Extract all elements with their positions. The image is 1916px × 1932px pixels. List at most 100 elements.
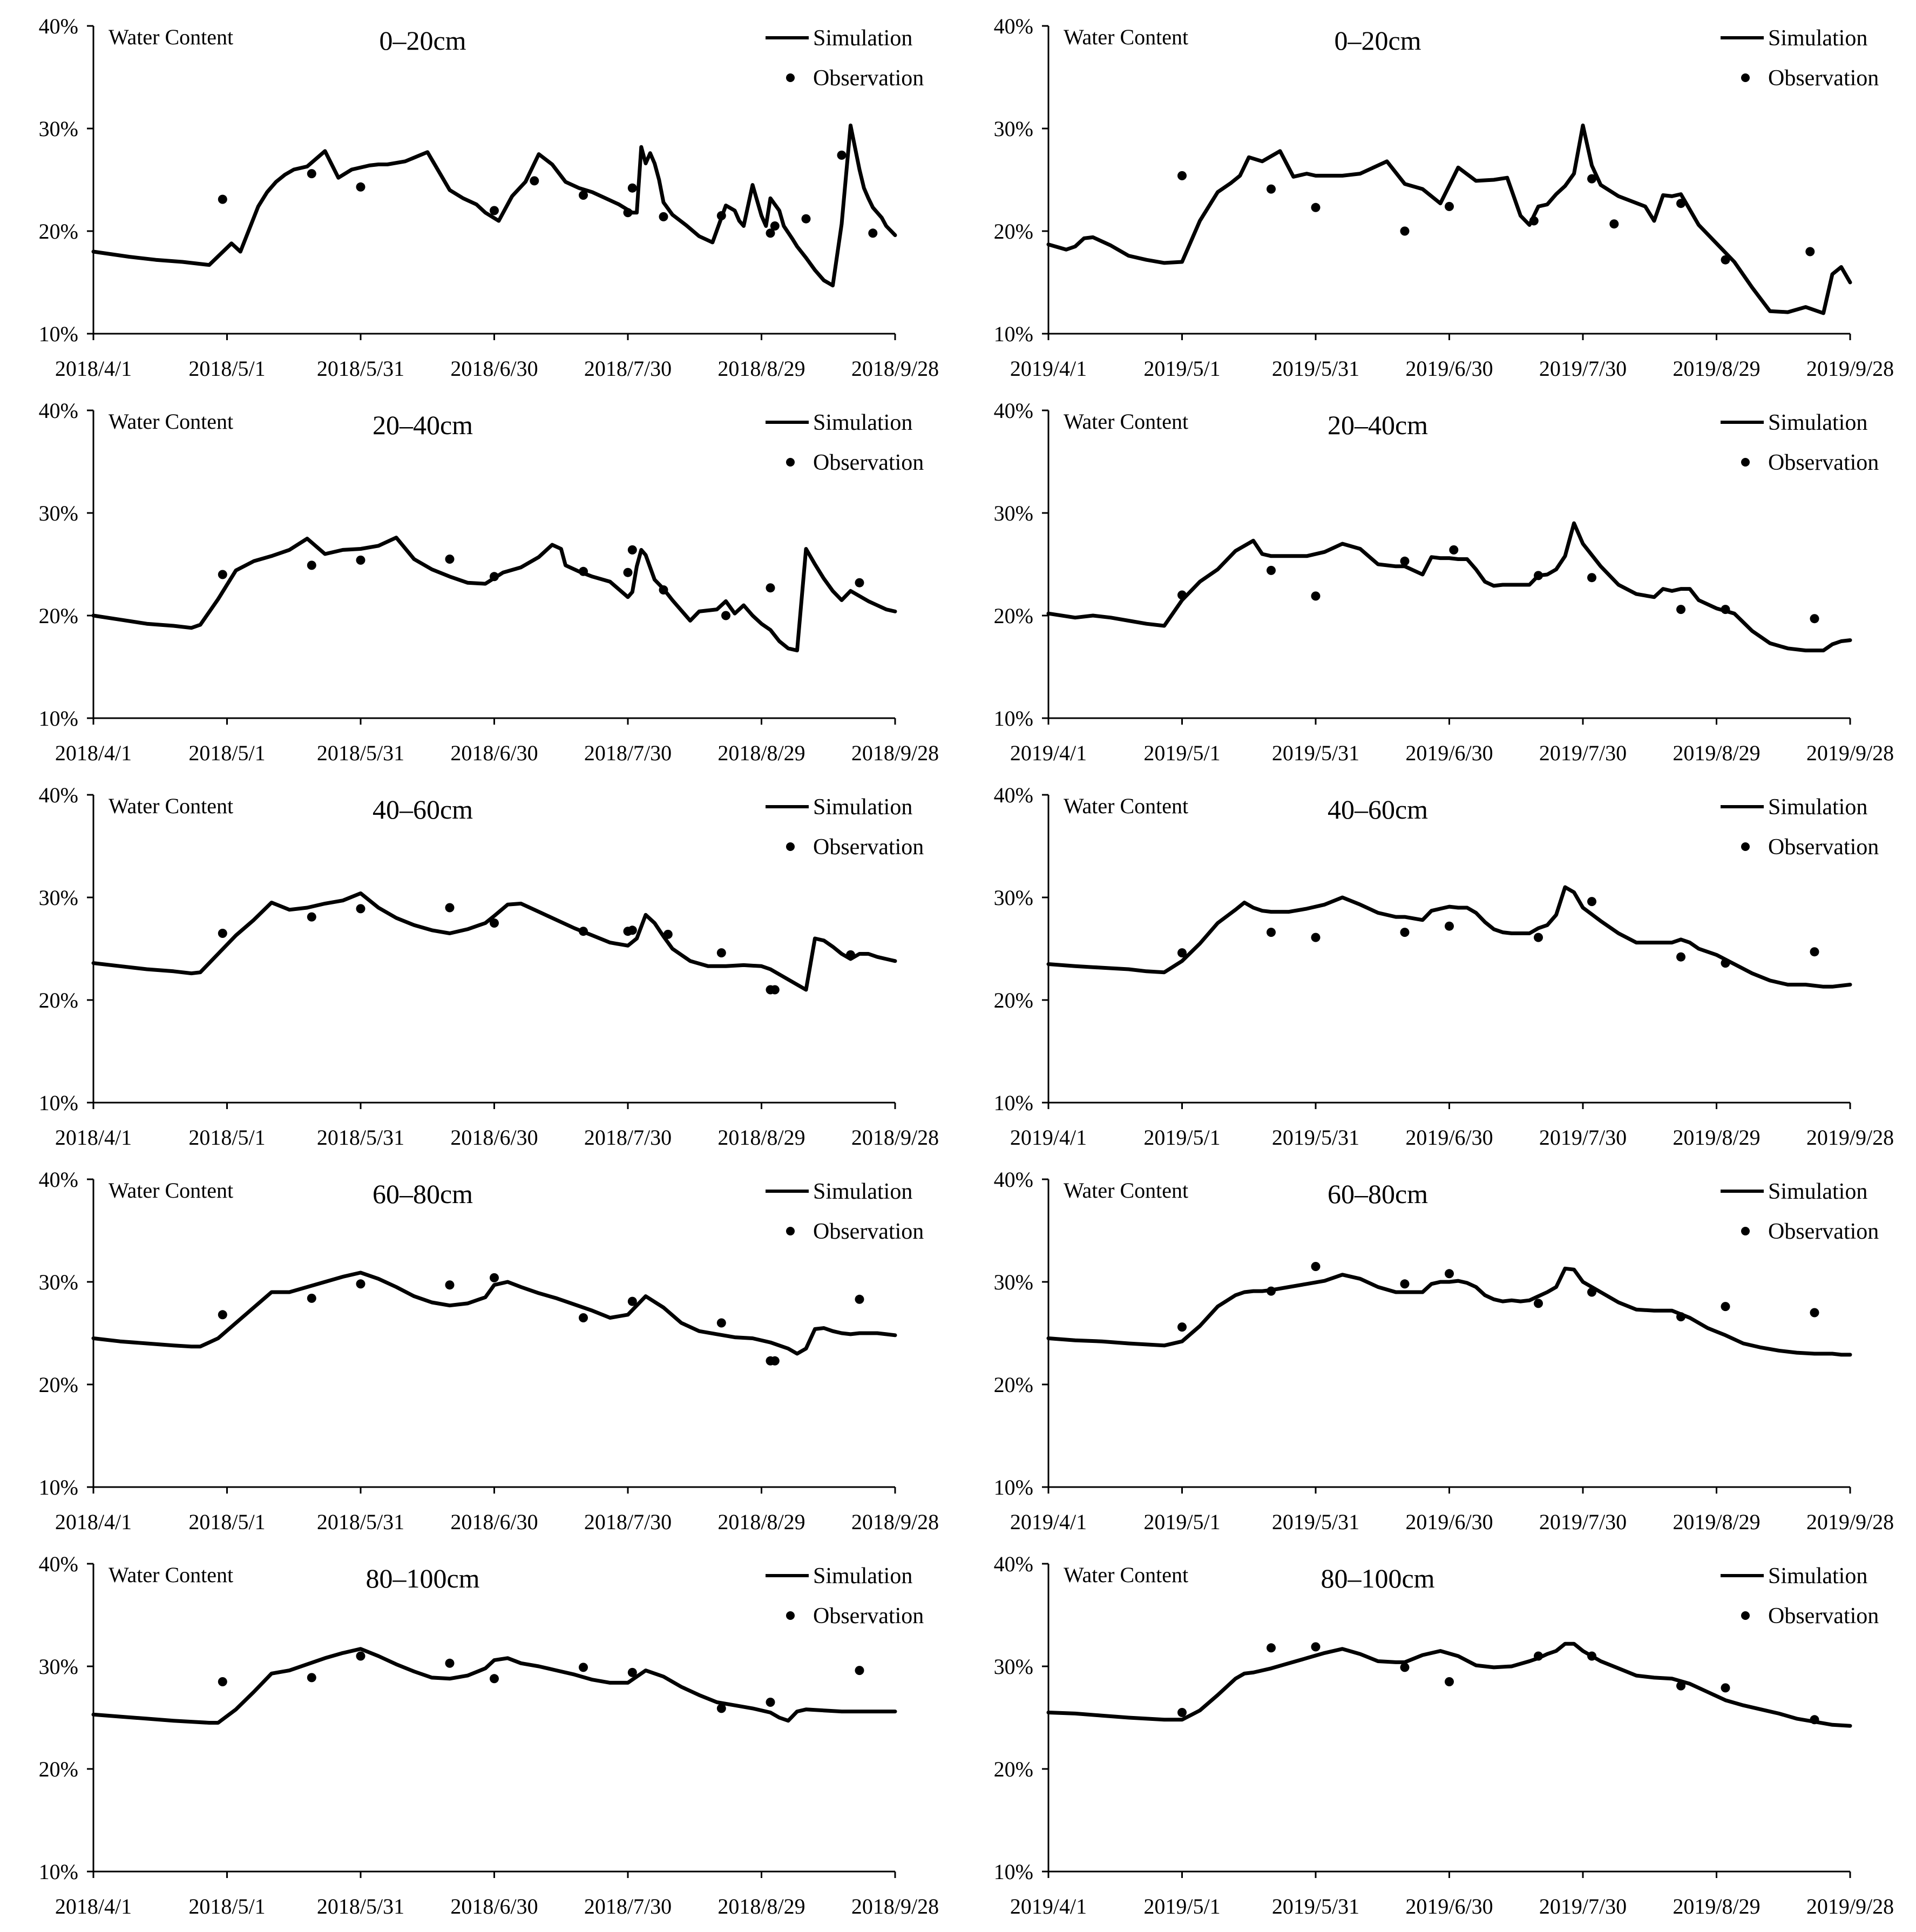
observation-point [1177,590,1187,600]
x-tick-label: 2018/6/30 [450,1125,538,1150]
legend-observation-label: Observation [1768,835,1879,860]
observation-point [1267,1643,1276,1653]
observation-point [445,555,455,564]
y-tick-label: 30% [39,117,78,141]
simulation-series-line [91,123,897,288]
x-tick-label: 2019/4/1 [1010,1125,1087,1150]
legend-observation-marker [1741,458,1750,467]
observation-point [766,228,775,238]
simulation-series-line [1046,521,1852,653]
observation-point [1587,897,1596,907]
observation-point [627,926,637,935]
x-tick-label: 2019/8/29 [1673,1510,1760,1534]
observation-point [1534,1651,1543,1661]
x-tick-label: 2018/9/28 [851,741,939,765]
legend: Simulation Observation [1721,26,1879,91]
x-tick-label: 2018/4/1 [55,1510,132,1534]
observation-point [623,208,633,218]
y-tick-label: 40% [39,398,78,423]
panel-title: 20–40cm [1328,410,1428,440]
x-tick-label: 2018/6/30 [450,1510,538,1534]
observation-point [490,206,499,215]
observation-point [770,1356,780,1366]
observation-point [356,555,365,565]
y-tick-label: 30% [39,501,78,525]
legend-simulation-label: Simulation [1768,1564,1867,1589]
x-tick-label: 2019/6/30 [1405,1894,1493,1919]
y-tick-label: 20% [39,1757,78,1781]
legend-simulation-label: Simulation [813,1564,912,1589]
chart-panel-80-100cm-2018: 10% 20% 30% 40% 2018/4/1 2018/5/1 2018/5/31 201… [39,1552,939,1919]
observation-point [659,585,668,595]
observation-point [307,1673,316,1683]
observation-point [1445,1269,1454,1279]
panel-title: 0–20cm [1334,25,1421,56]
legend-observation-label: Observation [813,835,924,860]
legend: Simulation Observation [1721,410,1879,475]
simulation-series-line [91,1271,897,1356]
legend: Simulation Observation [766,410,924,475]
chart-panel-20-40cm-2018: 10% 20% 30% 40% 2018/4/1 2018/5/1 2018/5/31 201… [39,398,939,765]
y-tick-label: 10% [39,1475,78,1499]
x-tick-label: 2019/6/30 [1405,741,1493,765]
x-tick-label: 2019/5/1 [1143,1510,1220,1534]
y-tick-label: 20% [994,988,1033,1012]
legend: Simulation Observation [1721,795,1879,860]
observation-point [1177,1322,1187,1332]
observation-point [356,1651,365,1661]
observation-point [1445,1677,1454,1686]
simulation-series-line [1046,885,1852,989]
x-tick-label: 2018/8/29 [717,356,805,381]
x-tick-label: 2019/6/30 [1405,1510,1493,1534]
observation-point [218,570,227,579]
observation-point [1400,1279,1410,1289]
x-tick-label: 2018/6/30 [450,1894,538,1919]
observation-point [445,1658,455,1668]
y-tick-label: 30% [994,501,1033,525]
x-tick-label: 2018/4/1 [55,1125,132,1150]
y-tick-label: 40% [994,398,1033,423]
observation-point [490,1273,499,1282]
x-tick-label: 2018/7/30 [584,1125,672,1150]
observation-point [1721,255,1730,265]
x-tick-label: 2018/9/28 [851,1894,939,1919]
chart-panel-40-60cm-2019: 10% 20% 30% 40% 2019/4/1 2019/5/1 2019/5/31 201… [994,783,1894,1150]
observation-point [801,214,811,224]
x-tick-label: 2018/4/1 [55,741,132,765]
x-tick-label: 2019/5/31 [1272,1125,1359,1150]
observation-point [1400,226,1410,236]
observation-point [307,912,316,922]
legend-simulation-label: Simulation [1768,26,1867,51]
observation-point [1311,1262,1321,1271]
y-tick-label: 30% [39,1654,78,1679]
x-tick-label: 2018/5/31 [317,356,404,381]
panel-title: 0–20cm [379,25,466,56]
x-tick-label: 2018/8/29 [717,1510,805,1534]
x-tick-label: 2019/5/31 [1272,741,1359,765]
chart-panel-80-100cm-2019: 10% 20% 30% 40% 2019/4/1 2019/5/1 2019/5/31 201… [994,1552,1894,1919]
observation-point [1267,1286,1276,1296]
y-tick-label: 30% [39,1270,78,1294]
observation-point [1529,216,1539,226]
observation-point [218,194,227,204]
x-tick-label: 2018/5/1 [188,741,265,765]
chart-panel-20-40cm-2019: 10% 20% 30% 40% 2019/4/1 2019/5/1 2019/5/31 201… [994,398,1894,765]
observation-point [1587,573,1596,583]
x-tick-label: 2018/4/1 [55,1894,132,1919]
x-tick-label: 2019/7/30 [1539,1510,1627,1534]
x-tick-label: 2019/6/30 [1405,356,1493,381]
observation-point [627,183,637,193]
x-tick-label: 2019/7/30 [1539,741,1627,765]
observation-point [721,611,730,620]
observation-point [1810,1715,1819,1725]
x-tick-label: 2018/6/30 [450,741,538,765]
observation-point [218,1677,227,1686]
observation-point [855,1666,864,1676]
observation-point [445,1280,455,1290]
x-tick-label: 2018/5/31 [317,1894,404,1919]
observation-point [1311,202,1321,212]
observation-point [1534,571,1543,580]
observation-point [770,221,780,231]
observation-point [356,1279,365,1289]
y-tick-label: 40% [994,1552,1033,1576]
